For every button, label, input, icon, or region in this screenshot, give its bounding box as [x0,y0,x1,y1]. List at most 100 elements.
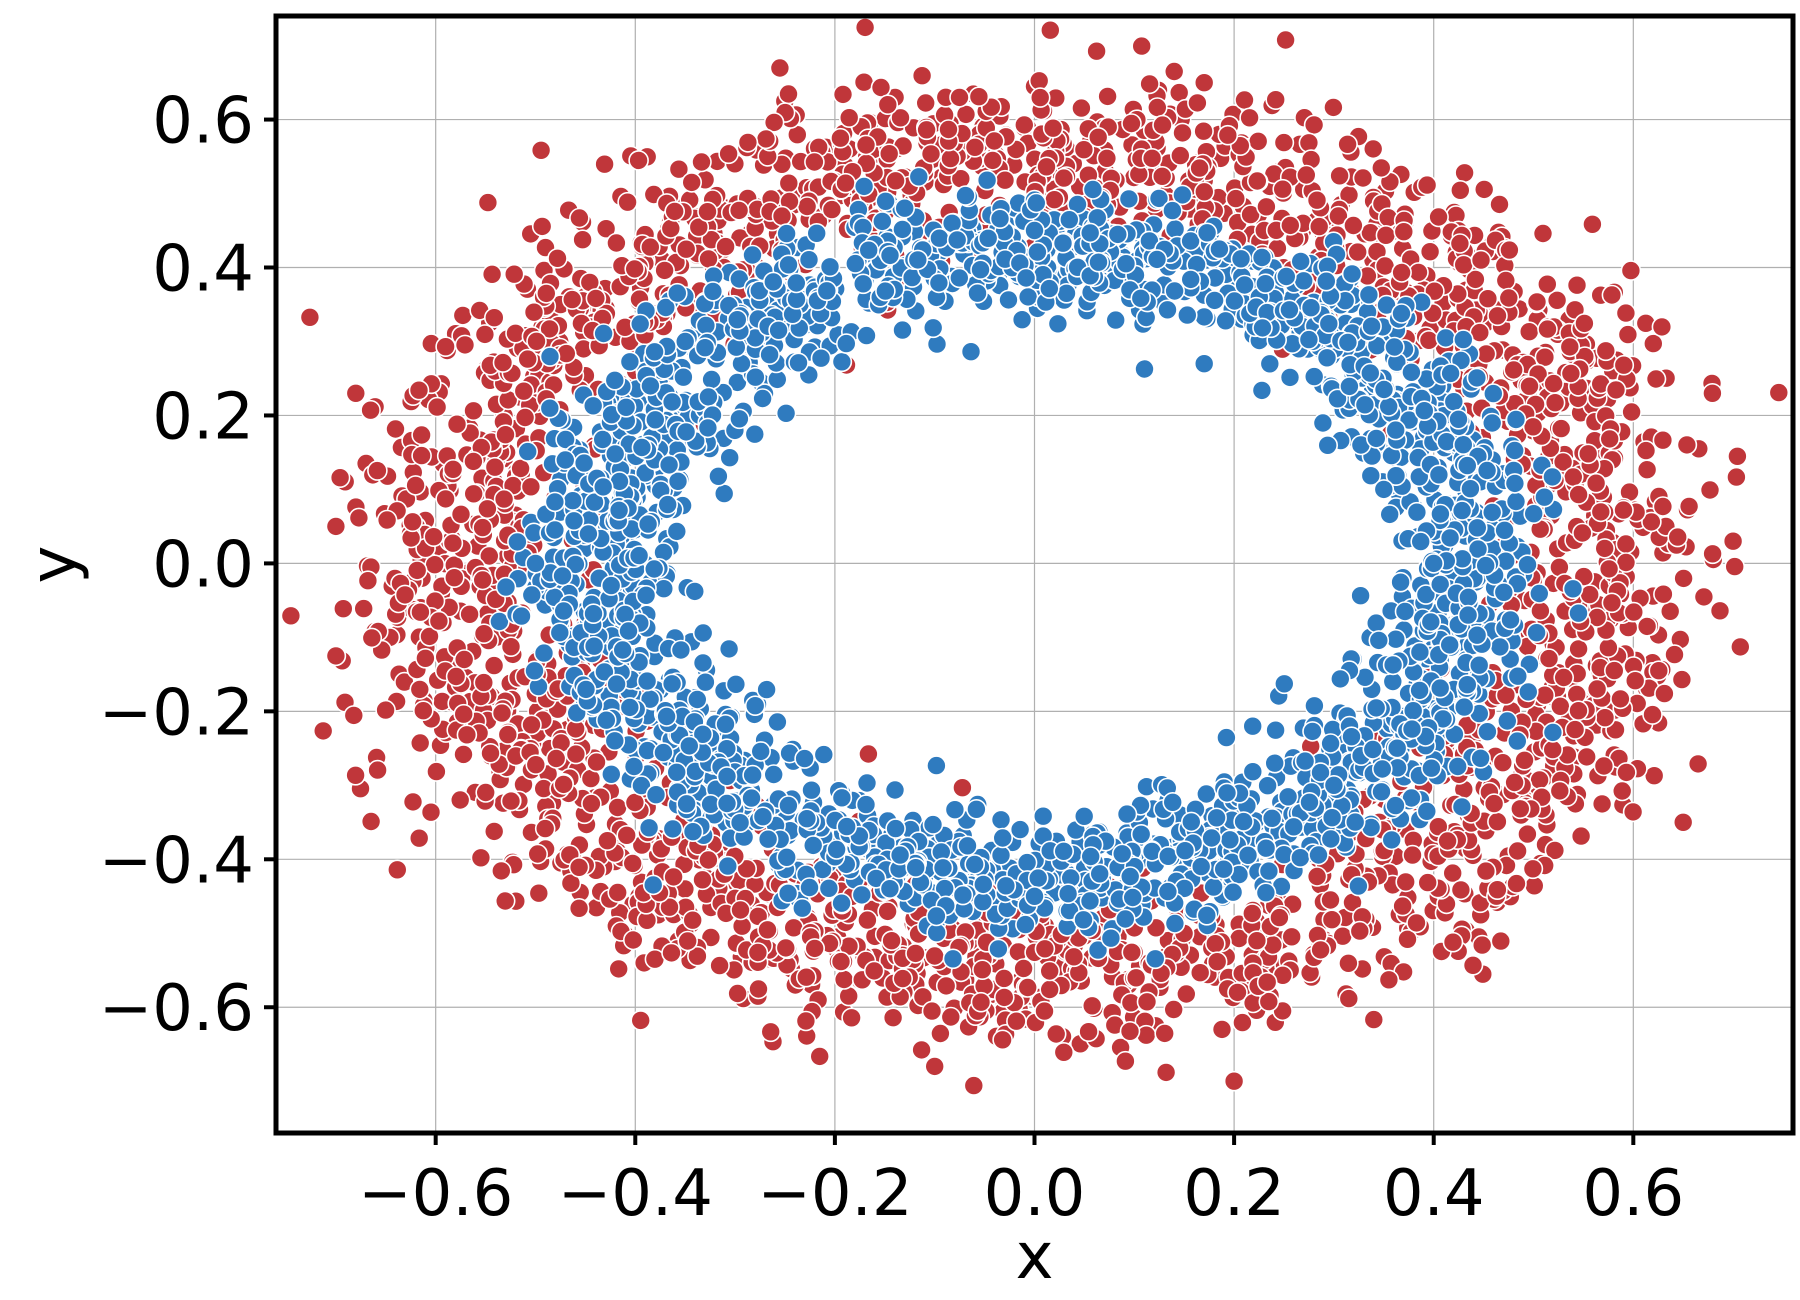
data-point [478,545,500,567]
data-point [1348,875,1369,897]
data-point [1344,811,1366,833]
data-point [623,756,645,777]
data-point [1471,934,1493,956]
data-point [1538,648,1560,669]
data-point [960,341,982,363]
data-point [1308,216,1330,237]
data-point [1337,332,1359,353]
data-point [332,598,354,620]
data-point [838,107,860,128]
data-point [1467,517,1488,539]
data-point [1194,181,1215,203]
data-point [1568,484,1589,505]
data-point [819,256,841,278]
data-point [1406,912,1427,934]
data-point [673,366,694,388]
data-point [831,787,853,809]
data-point [1321,909,1343,931]
data-point [692,622,714,644]
data-point [1620,260,1642,281]
data-point [1172,122,1193,144]
data-point [668,158,690,180]
data-point [844,253,866,274]
data-point [619,351,641,373]
data-point [459,603,480,625]
data-point [635,584,657,606]
data-point [360,811,382,832]
data-point [408,379,430,401]
data-point [1190,856,1212,877]
data-point [618,620,639,642]
data-point [1497,710,1518,732]
data-point [875,280,896,302]
data-point [730,899,751,921]
data-point [1440,363,1461,384]
data-point [484,456,506,478]
data-point [1201,827,1222,849]
data-point [946,229,968,251]
data-point [1338,952,1359,974]
data-point [555,429,576,450]
data-point [752,806,774,828]
data-point [1136,991,1158,1013]
data-point [778,83,799,105]
data-point [833,969,855,990]
data-point [525,553,546,574]
data-point [1234,89,1255,111]
data-point [894,197,916,219]
data-point [804,938,826,959]
data-point [858,743,879,765]
data-point [1216,782,1238,804]
data-point [312,720,334,742]
data-point [1504,473,1526,494]
data-point [410,601,431,623]
data-point [653,742,674,763]
data-point [607,797,628,818]
data-point [1275,29,1296,51]
data-point [1652,496,1674,517]
data-point [988,938,1009,960]
data-point [698,849,719,871]
data-point [744,423,766,445]
data-point [1115,908,1136,930]
data-point [1391,303,1412,324]
data-point [715,236,736,257]
data-point [877,901,898,922]
data-point [1450,879,1472,901]
data-point [982,150,1004,171]
data-point [1312,412,1334,434]
data-point [1466,624,1488,646]
data-point [1204,290,1225,311]
data-point [654,260,675,281]
data-point [664,201,686,222]
data-point [1047,313,1069,335]
data-point [995,875,1017,897]
data-point [795,1010,817,1032]
data-point [1209,238,1230,260]
data-point [708,465,729,487]
data-point [968,86,990,107]
data-point [1234,274,1255,296]
data-point [674,331,696,352]
data-point [631,437,653,458]
data-point [553,774,574,795]
data-point [1233,811,1254,832]
data-point [1468,654,1490,676]
data-point [1256,196,1277,218]
x-tick-label: −0.2 [757,1157,912,1231]
data-point [691,151,712,173]
data-point [885,818,906,839]
data-point [692,869,713,891]
data-point [394,584,416,606]
data-point [360,399,381,421]
data-point [659,896,680,918]
data-point [745,366,766,388]
data-point [813,744,835,765]
data-point [1416,174,1438,196]
data-point [1615,533,1637,555]
data-point [955,185,976,206]
data-point [426,761,447,782]
data-point [1217,124,1239,146]
data-point [1378,969,1400,991]
